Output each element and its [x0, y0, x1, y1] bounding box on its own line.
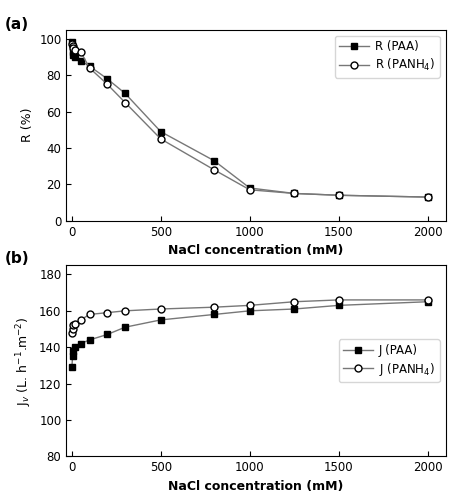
R (PANH$_4$) — [247, 187, 253, 193]
J (PAA) — [71, 348, 76, 354]
R (PANH$_4$) — [292, 190, 297, 196]
Line: J (PANH$_4$): J (PANH$_4$) — [68, 297, 431, 336]
J (PAA) — [69, 364, 75, 370]
R (PANH$_4$) — [70, 43, 75, 49]
R (PANH$_4$) — [211, 167, 217, 173]
R (PAA) — [73, 54, 78, 60]
Line: R (PANH$_4$): R (PANH$_4$) — [68, 41, 431, 200]
J (PANH$_4$) — [247, 303, 253, 309]
R (PAA) — [70, 49, 75, 55]
X-axis label: NaCl concentration (mM): NaCl concentration (mM) — [168, 480, 344, 493]
R (PANH$_4$) — [71, 45, 76, 51]
R (PANH$_4$) — [87, 65, 92, 71]
R (PANH$_4$) — [104, 81, 110, 87]
Y-axis label: R (%): R (%) — [21, 108, 34, 142]
J (PANH$_4$) — [122, 308, 128, 314]
J (PAA) — [87, 337, 92, 343]
J (PAA) — [211, 311, 217, 317]
J (PANH$_4$) — [158, 306, 164, 312]
R (PAA) — [122, 90, 128, 96]
R (PAA) — [211, 158, 217, 164]
R (PAA) — [336, 192, 342, 198]
X-axis label: NaCl concentration (mM): NaCl concentration (mM) — [168, 244, 344, 257]
R (PANH$_4$) — [158, 136, 164, 142]
R (PAA) — [247, 185, 253, 191]
Legend: J (PAA), J (PANH$_4$): J (PAA), J (PANH$_4$) — [339, 339, 440, 382]
J (PAA) — [292, 306, 297, 312]
R (PAA) — [104, 76, 110, 82]
Text: (a): (a) — [5, 17, 29, 32]
J (PANH$_4$) — [211, 304, 217, 310]
R (PAA) — [292, 190, 297, 196]
R (PANH$_4$) — [78, 49, 83, 55]
Y-axis label: J$_v$ (L. h$^{-1}$.m$^{-2}$): J$_v$ (L. h$^{-1}$.m$^{-2}$) — [14, 316, 34, 406]
J (PANH$_4$) — [336, 297, 342, 303]
J (PAA) — [336, 303, 342, 309]
R (PANH$_4$) — [425, 194, 430, 200]
J (PAA) — [122, 324, 128, 330]
J (PAA) — [70, 353, 75, 359]
J (PANH$_4$) — [73, 320, 78, 326]
J (PAA) — [425, 299, 430, 305]
Legend: R (PAA), R (PANH$_4$): R (PAA), R (PANH$_4$) — [335, 36, 440, 78]
J (PANH$_4$) — [70, 326, 75, 332]
J (PANH$_4$) — [292, 299, 297, 305]
J (PAA) — [78, 341, 83, 347]
R (PANH$_4$) — [73, 47, 78, 53]
R (PANH$_4$) — [336, 192, 342, 198]
J (PAA) — [73, 344, 78, 350]
R (PAA) — [87, 63, 92, 69]
J (PANH$_4$) — [71, 322, 76, 328]
J (PAA) — [104, 331, 110, 337]
R (PANH$_4$) — [69, 41, 75, 47]
J (PAA) — [158, 317, 164, 323]
J (PANH$_4$) — [69, 330, 75, 336]
R (PAA) — [425, 194, 430, 200]
R (PANH$_4$) — [122, 100, 128, 106]
J (PANH$_4$) — [425, 297, 430, 303]
J (PANH$_4$) — [104, 310, 110, 315]
Line: J (PAA): J (PAA) — [68, 298, 431, 371]
J (PANH$_4$) — [87, 311, 92, 317]
J (PAA) — [247, 308, 253, 314]
R (PAA) — [158, 128, 164, 134]
Text: (b): (b) — [5, 251, 29, 266]
R (PAA) — [71, 52, 76, 58]
Line: R (PAA): R (PAA) — [68, 39, 431, 200]
R (PAA) — [69, 40, 75, 46]
R (PAA) — [78, 58, 83, 63]
J (PANH$_4$) — [78, 317, 83, 323]
